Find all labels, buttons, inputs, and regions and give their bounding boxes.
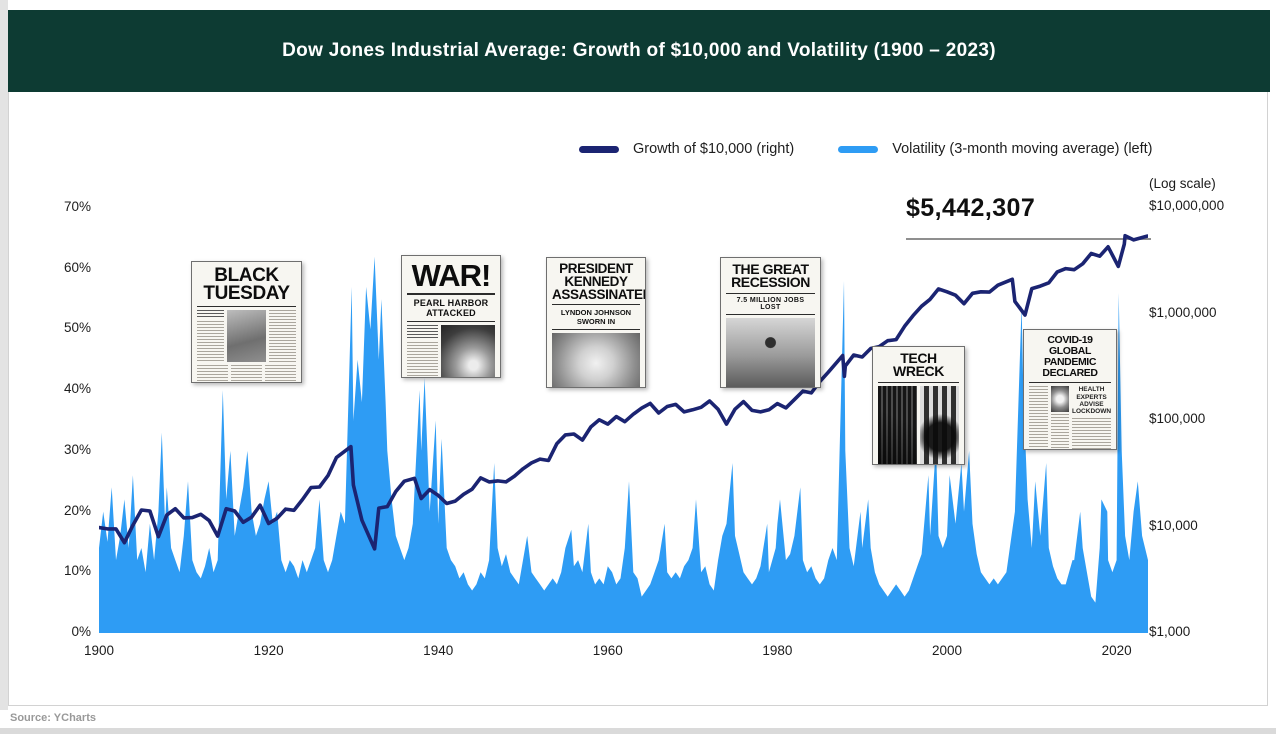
- left-axis-tick: 10%: [63, 563, 91, 579]
- x-axis-tick: 1940: [423, 643, 454, 658]
- clipping-body: HEALTH EXPERTS ADVISE LOCKDOWN: [1029, 386, 1112, 449]
- clipping-text-lines: [269, 310, 297, 363]
- x-axis-tick: 1900: [83, 643, 115, 658]
- clipping-kennedy: PRESIDENT KENNEDY ASSASSINATED LYNDON JO…: [546, 257, 646, 388]
- clipping-text-lines: [407, 342, 439, 377]
- clipping-rule: [726, 313, 815, 315]
- legend-item-growth: Growth of $10,000 (right): [579, 141, 794, 157]
- right-axis-tick: $1,000: [1149, 624, 1191, 639]
- x-axis-tick: 1920: [253, 643, 284, 658]
- growth-line-swatch-icon: [579, 145, 619, 153]
- clipping-subheadline: LYNDON JOHNSON SWORN IN: [560, 308, 632, 327]
- clipping-great-recession: THE GREAT RECESSION 7.5 MILLION JOBS LOS…: [720, 257, 821, 388]
- page-bottom-bar: [0, 728, 1276, 734]
- legend: Growth of $10,000 (right) Volatility (3-…: [579, 141, 1153, 157]
- source-credit: Source: YCharts: [10, 712, 96, 724]
- clipping-photo: [1050, 386, 1070, 413]
- clipping-column: [407, 325, 439, 377]
- page-left-gutter: [0, 0, 8, 710]
- clipping-body: [407, 325, 495, 377]
- clipping-photo: [441, 325, 495, 377]
- chart-card: Dow Jones Industrial Average: Growth of …: [8, 10, 1270, 706]
- clipping-text-lines: [1029, 386, 1048, 449]
- clipping-subhead-lines: [407, 325, 439, 340]
- clipping-rule: [1029, 382, 1111, 384]
- clipping-body: [197, 310, 297, 363]
- x-axis-tick: 2000: [931, 643, 963, 658]
- log-scale-label: (Log scale): [1149, 176, 1216, 191]
- clipping-column: [1029, 386, 1048, 449]
- clipping-photo: [552, 333, 640, 387]
- left-axis-tick: 20%: [63, 502, 91, 518]
- clipping-text-lines: [1072, 417, 1112, 449]
- clipping-column: [269, 310, 297, 363]
- legend-label-growth: Growth of $10,000 (right): [633, 141, 795, 157]
- x-axis-tick: 1960: [592, 643, 623, 658]
- clipping-rule: [726, 292, 815, 294]
- clipping-pearl-harbor: WAR! PEARL HARBOR ATTACKED: [401, 255, 501, 378]
- clipping-rule: [552, 304, 640, 306]
- left-axis-tick: 60%: [63, 259, 91, 275]
- clipping-body: [878, 385, 959, 464]
- end-value-callout: $5,442,307: [906, 194, 1036, 222]
- left-axis-tick: 70%: [63, 199, 91, 214]
- clipping-headline: BLACK TUESDAY: [203, 265, 290, 305]
- clipping-headline: PRESIDENT KENNEDY ASSASSINATED: [552, 261, 646, 302]
- clipping-rule: [407, 293, 495, 296]
- right-axis-tick: $100,000: [1149, 411, 1206, 426]
- legend-item-volatility: Volatility (3-month moving average) (lef…: [838, 141, 1153, 157]
- left-axis-tick: 30%: [63, 441, 91, 457]
- growth-line-series: [99, 233, 1148, 551]
- clipping-photo: [726, 317, 815, 387]
- clipping-rule: [407, 321, 495, 323]
- clipping-tech-wreck: TECH WRECK: [872, 346, 965, 465]
- clipping-column: [197, 310, 224, 362]
- x-axis-tick: 2020: [1101, 643, 1132, 658]
- clipping-text-lines: [265, 365, 296, 382]
- chart-title: Dow Jones Industrial Average: Growth of …: [282, 40, 996, 61]
- plot-area: [99, 233, 1148, 633]
- right-axis-tick: $1,000,000: [1149, 304, 1217, 320]
- clipping-text-lines: [197, 321, 224, 362]
- clipping-column: HEALTH EXPERTS ADVISE LOCKDOWN: [1072, 386, 1112, 449]
- left-axis-tick: 50%: [63, 320, 91, 336]
- clipping-subheadline: PEARL HARBOR ATTACKED: [413, 298, 489, 319]
- clipping-subhead-lines: [197, 310, 224, 319]
- clipping-body-row: [197, 365, 296, 382]
- clipping-text-lines: [1050, 414, 1070, 449]
- chart-title-bar: Dow Jones Industrial Average: Growth of …: [8, 10, 1270, 92]
- left-axis-tick: 0%: [71, 623, 91, 639]
- legend-label-volatility: Volatility (3-month moving average) (lef…: [892, 141, 1153, 157]
- volatility-swatch-icon: [838, 145, 879, 153]
- right-axis-tick: $10,000: [1149, 517, 1198, 533]
- x-axis-tick: 1980: [762, 643, 793, 658]
- clipping-subheadline: HEALTH EXPERTS ADVISE LOCKDOWN: [1072, 386, 1112, 416]
- clipping-black-tuesday: BLACK TUESDAY: [191, 261, 302, 383]
- clipping-headline: COVID-19 GLOBAL PANDEMIC DECLARED: [1042, 334, 1098, 380]
- clipping-covid: COVID-19 GLOBAL PANDEMIC DECLARED HEALTH…: [1023, 329, 1117, 450]
- clipping-rule: [878, 381, 959, 383]
- clipping-photo: [226, 310, 267, 363]
- clipping-text-lines: [197, 365, 228, 382]
- end-value-underline: [906, 238, 1151, 240]
- right-axis-tick: $10,000,000: [1149, 198, 1225, 213]
- clipping-headline: WAR!: [411, 258, 492, 293]
- volatility-area-series: [99, 256, 1148, 633]
- clipping-column: [1050, 386, 1070, 449]
- clipping-headline: THE GREAT RECESSION: [731, 261, 810, 291]
- clipping-photo: [878, 385, 917, 464]
- clipping-photo: [920, 385, 959, 464]
- clipping-rule: [552, 329, 640, 331]
- left-axis-tick: 40%: [63, 381, 91, 397]
- clipping-subheadline: 7.5 MILLION JOBS LOST: [736, 296, 805, 311]
- clipping-headline: TECH WRECK: [893, 350, 944, 380]
- clipping-rule: [197, 306, 296, 308]
- clipping-text-lines: [231, 365, 262, 382]
